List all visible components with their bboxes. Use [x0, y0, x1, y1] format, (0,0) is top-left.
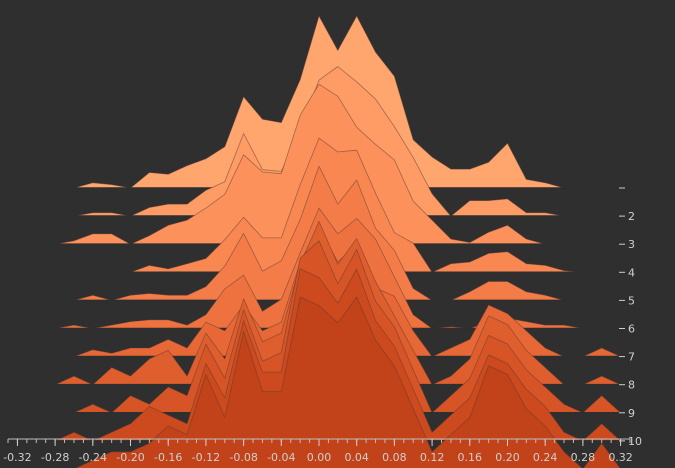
- x-tick-label: 0.08: [382, 451, 407, 464]
- ridge-series-group: [43, 15, 631, 468]
- x-tick-label: -0.32: [3, 451, 31, 464]
- y-tick-label: 5: [628, 294, 635, 307]
- x-tick-label: 0.28: [571, 451, 596, 464]
- y-tick-label: 4: [628, 266, 635, 279]
- y-tick-label: 7: [628, 351, 635, 364]
- x-tick-label: 0.24: [533, 451, 558, 464]
- bottom-axis: -0.32 -0.28 -0.24 -0.20 -0.16 -0.12 -0.08 -0.04…: [3, 438, 633, 464]
- x-tick-label: 0.04: [344, 451, 369, 464]
- x-tick-label: 0.32: [608, 451, 633, 464]
- x-tick-label: -0.28: [41, 451, 69, 464]
- y-tick-label: 2: [628, 210, 635, 223]
- x-tick-label: 0.20: [495, 451, 520, 464]
- y-tick-label: 10: [628, 435, 642, 448]
- y-tick-label: 3: [628, 238, 635, 251]
- x-tick-label: -0.04: [267, 451, 295, 464]
- y-tick-label: 6: [628, 323, 635, 336]
- x-tick-label: -0.08: [229, 451, 257, 464]
- x-tick-label: -0.20: [116, 451, 144, 464]
- y-tick-label: 8: [628, 379, 635, 392]
- y-tick-label: 9: [628, 407, 635, 420]
- x-tick-label: -0.16: [154, 451, 182, 464]
- x-tick-label: 0.00: [307, 451, 332, 464]
- x-tick-label: -0.12: [192, 451, 220, 464]
- x-tick-label: 0.12: [420, 451, 445, 464]
- right-axis: 2 3 4 5 6 7 8 9 10: [619, 187, 642, 448]
- x-tick-label: 0.16: [458, 451, 483, 464]
- x-tick-label: -0.24: [79, 451, 107, 464]
